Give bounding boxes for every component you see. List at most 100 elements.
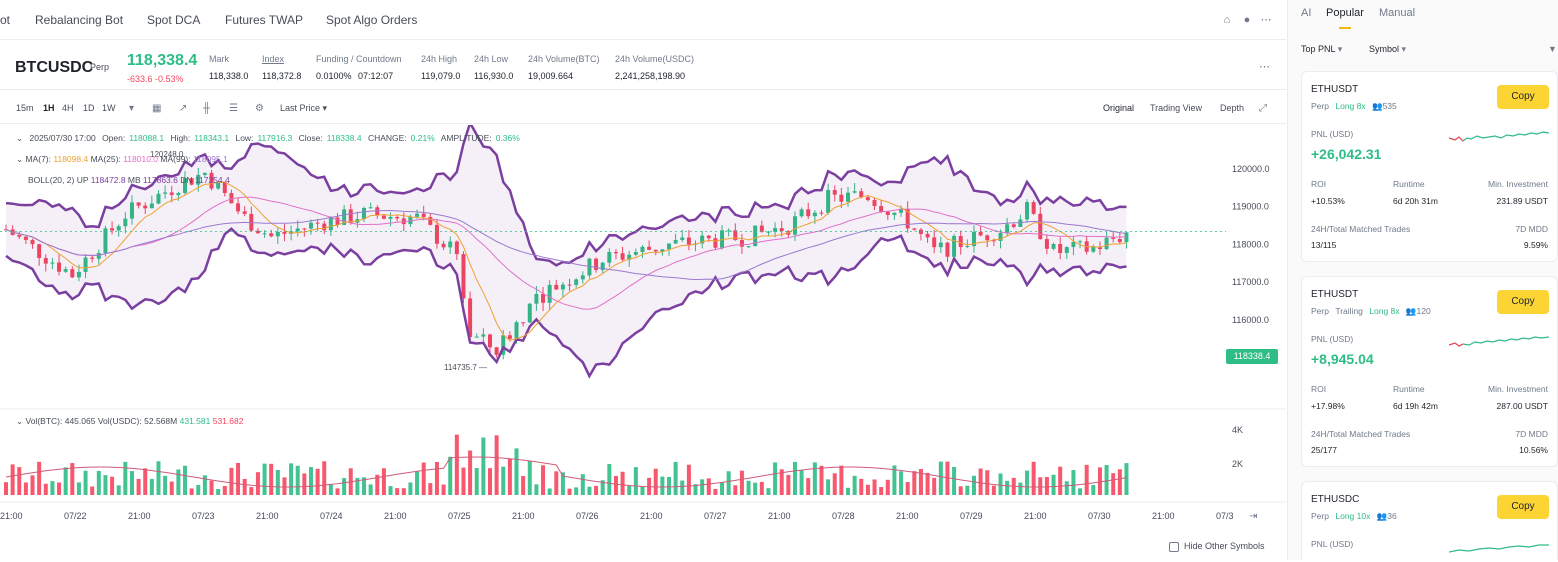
settings-icon[interactable]: ● (1243, 14, 1251, 26)
view-trading-view[interactable]: Trading View (1150, 103, 1203, 113)
symbol-header: BTCUSDC Perp 118,338.4 -633.6 -0.53% Mar… (0, 44, 1286, 90)
view-depth[interactable]: Depth (1220, 103, 1245, 113)
volume-bar (335, 488, 340, 495)
interval-15m[interactable]: 15m (16, 103, 34, 113)
tab-grid-bot[interactable]: ot (0, 13, 11, 27)
more-icon[interactable]: ⋯ (1260, 14, 1272, 26)
candle-body (680, 237, 685, 240)
copy-button[interactable]: Copy (1497, 85, 1549, 109)
tab-ai[interactable]: AI (1301, 7, 1312, 19)
tab-futures-twap[interactable]: Futures TWAP (225, 13, 304, 27)
bot-card[interactable]: ETHUSDT Perp Long 8x 👥535 Copy PNL (USD)… (1301, 71, 1558, 262)
candle-body (434, 224, 439, 244)
stat-label[interactable]: Index (262, 54, 285, 64)
gear-icon[interactable]: ⚙ (255, 103, 264, 114)
candle-body (76, 271, 81, 278)
card-mode: Trailing (1335, 306, 1363, 316)
candle-body (262, 233, 267, 235)
volume-bar (255, 472, 260, 495)
candle-body (726, 230, 731, 232)
volume-bar (315, 468, 320, 495)
symbol-name[interactable]: BTCUSDC (15, 59, 94, 76)
last-price: 118,338.4 (127, 52, 198, 69)
volume-bar (918, 469, 923, 495)
top-pnl-select[interactable]: Top PNL ▾ (1301, 44, 1342, 55)
interval-4h[interactable]: 4H (62, 103, 74, 113)
checkbox-icon[interactable] (1169, 541, 1179, 552)
ohlc-toggle-icon[interactable]: ⌄ (16, 133, 24, 143)
candle-body (534, 293, 539, 304)
home-icon[interactable]: ⌂ (1223, 14, 1231, 26)
fullscreen-icon[interactable]: ⤢ (1259, 103, 1267, 114)
tab-spot-dca[interactable]: Spot DCA (147, 13, 201, 27)
candle-body (667, 243, 671, 250)
view-original[interactable]: Original (1103, 103, 1135, 113)
boll-band-fill (6, 125, 1127, 377)
users-icon: 👥 (1405, 306, 1417, 316)
tab-popular[interactable]: Popular (1326, 7, 1364, 19)
candle-body (163, 192, 168, 194)
volume-bar (1005, 480, 1010, 495)
more-icon[interactable]: ⋯ (1259, 61, 1270, 73)
close-label: Close: (298, 133, 323, 143)
volume-bar (368, 484, 373, 495)
volume-bar (1078, 488, 1083, 495)
symbol-select[interactable]: Symbol ▾ (1369, 44, 1406, 55)
runtime-value: 6d 19h 42m (1393, 401, 1438, 411)
layout-icon[interactable]: ☰ (229, 103, 238, 114)
candle-body (90, 257, 95, 259)
candle-body (388, 216, 393, 219)
tab-manual[interactable]: Manual (1379, 7, 1416, 19)
kline-chart[interactable]: 120000.0 119000.0 118000.0 117000.0 116000.0… (0, 125, 1286, 560)
copy-button[interactable]: Copy (1497, 290, 1549, 314)
candle-type-icon[interactable]: ╫ (203, 103, 211, 114)
interval-1w[interactable]: 1W (102, 103, 116, 113)
candle-body (1044, 239, 1049, 249)
hide-other-symbols-checkbox[interactable]: Hide Other Symbols (1169, 541, 1265, 552)
interval-1h[interactable]: 1H (43, 103, 55, 113)
volume-bar (1064, 481, 1069, 495)
card-type: Perp (1311, 101, 1329, 111)
volume-bar (262, 463, 267, 495)
volume-bar (1097, 467, 1102, 495)
time-axis-label: 21:00 (896, 511, 919, 521)
stat-label: 24h High (421, 54, 458, 64)
volume-bar (110, 476, 115, 495)
price-axis-label: 116000.0 (1232, 315, 1269, 325)
price-type-select[interactable]: Last Price ▾ (280, 103, 328, 113)
volume-bar (1084, 464, 1089, 495)
chart-canvas[interactable]: 120000.0 119000.0 118000.0 117000.0 116000.0… (0, 125, 1286, 560)
calendar-icon[interactable]: ▦ (152, 103, 162, 114)
copy-button[interactable]: Copy (1497, 495, 1549, 519)
tab-spot-algo-orders[interactable]: Spot Algo Orders (326, 13, 418, 27)
volume-bar (441, 484, 446, 495)
candle-body (468, 298, 473, 337)
candle-body (706, 235, 711, 239)
volume-toggle-icon[interactable]: ⌄ (16, 416, 24, 426)
candle-body (1117, 239, 1122, 243)
candle-body (1071, 241, 1076, 248)
tab-rebalancing-bot[interactable]: Rebalancing Bot (35, 13, 124, 27)
bot-card[interactable]: ETHUSDT Perp Trailing Long 8x 👥120 Copy … (1301, 276, 1558, 467)
filter-icon[interactable]: ▼ (1548, 44, 1557, 54)
interval-1d[interactable]: 1D (83, 103, 95, 113)
candle-body (892, 212, 897, 215)
ma-toggle-icon[interactable]: ⌄ (16, 154, 24, 164)
indicator-icon[interactable]: ↗ (179, 103, 188, 114)
candle-body (567, 284, 572, 286)
mdd-value: 9.59% (1523, 240, 1548, 250)
volume-bar (70, 463, 75, 495)
pnl-label: PNL (USD) (1311, 334, 1354, 344)
volume-bar (57, 482, 62, 495)
candle-body (594, 258, 599, 270)
change-value: 0.21% (410, 133, 435, 143)
volume-bar (50, 481, 55, 495)
boll-mb-label: MB (127, 175, 141, 185)
vol-usdc-label: Vol(USDC): (97, 416, 142, 426)
chevron-down-icon[interactable]: ▾ (129, 103, 135, 114)
time-axis-label: 21:00 (512, 511, 535, 521)
candle-body (971, 231, 976, 247)
volume-bar (103, 475, 108, 495)
bot-card[interactable]: ETHUSDC Perp Long 10x 👥36 Copy PNL (USD) (1301, 481, 1558, 560)
boll-label: BOLL(20, 2) (28, 175, 75, 185)
